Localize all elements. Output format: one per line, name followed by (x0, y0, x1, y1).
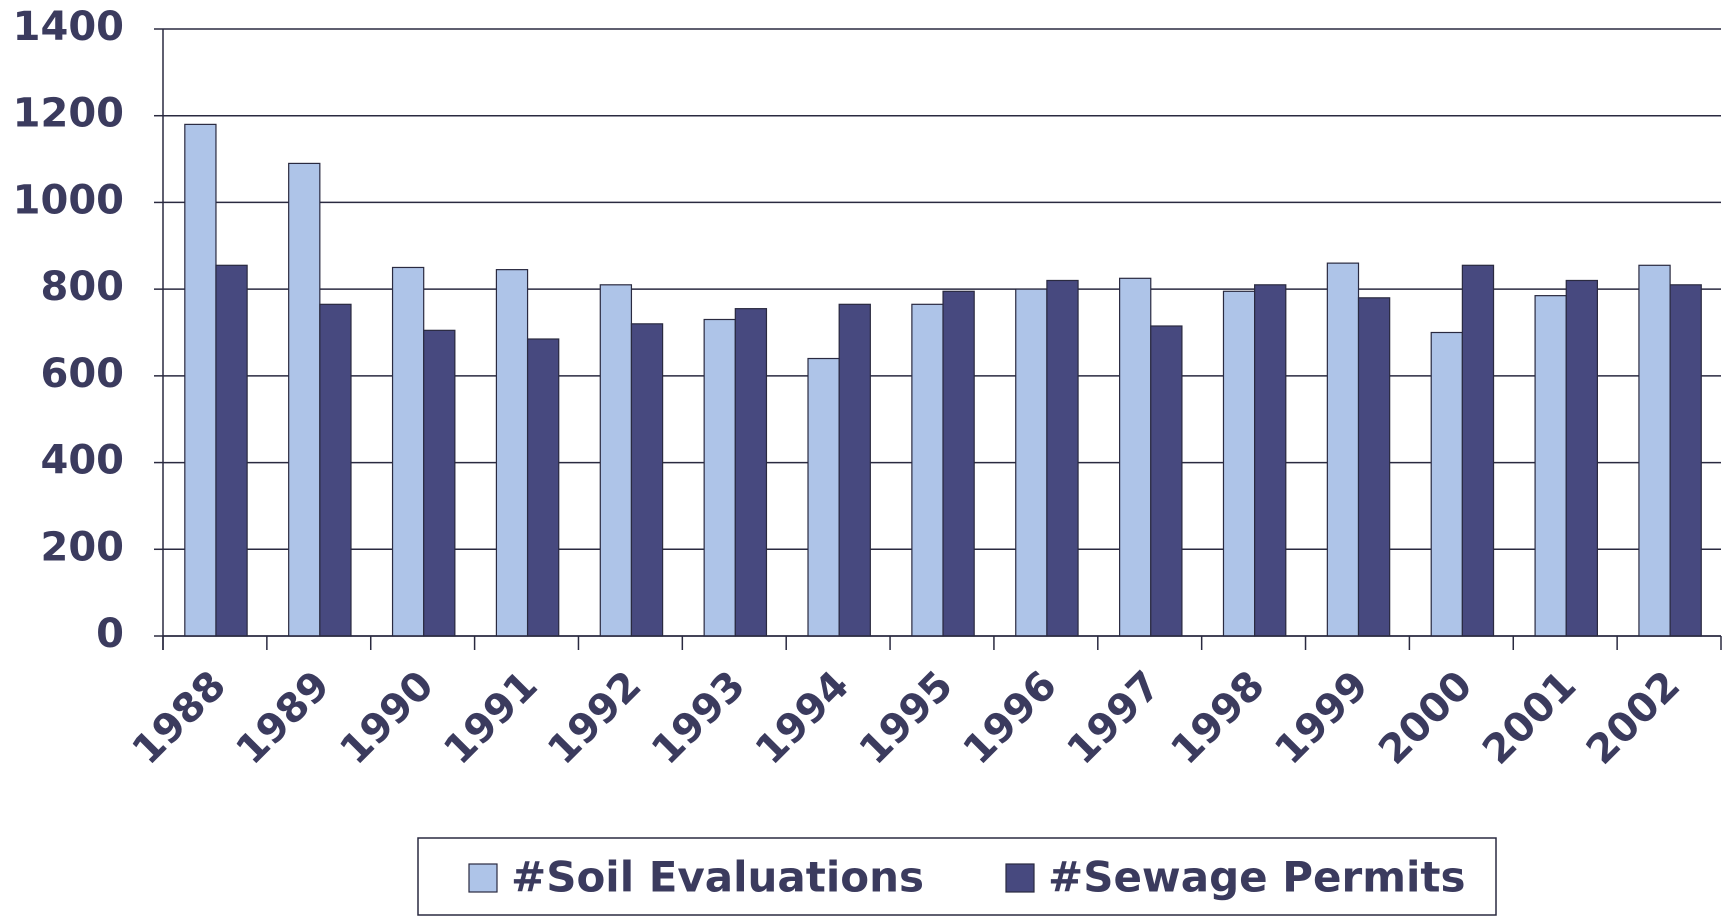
x-tick-label: 1991 (435, 662, 546, 773)
y-tick-label: 400 (41, 438, 125, 484)
bar (599, 284, 633, 637)
bar (1534, 295, 1567, 637)
bar (1565, 279, 1598, 637)
bar (1222, 290, 1256, 637)
bar (838, 303, 871, 637)
y-tick-label: 200 (41, 524, 125, 570)
bar (391, 266, 425, 637)
bar (807, 357, 840, 637)
y-tick-label: 800 (41, 264, 125, 310)
bar (630, 323, 664, 637)
y-tick-label: 600 (41, 351, 125, 397)
x-tick-label: 1990 (331, 662, 442, 773)
x-tick-label: 1992 (539, 662, 650, 773)
x-tick-label: 1993 (643, 662, 754, 773)
bar (1669, 284, 1702, 637)
x-tick-label: 2001 (1474, 662, 1585, 773)
bar (1326, 262, 1360, 637)
bar (526, 338, 560, 637)
bar (1119, 277, 1152, 637)
y-tick-label: 1000 (13, 177, 124, 223)
x-tick-label: 2002 (1578, 662, 1689, 773)
bar (1461, 264, 1495, 637)
x-tick-label: 1988 (124, 662, 235, 773)
x-tick-label: 2000 (1370, 662, 1481, 773)
bar (911, 303, 944, 637)
x-tick-label: 1999 (1266, 662, 1377, 773)
legend-swatch (1005, 863, 1035, 893)
bar (319, 303, 352, 637)
legend-label: #Soil Evaluations (511, 853, 924, 902)
x-tick-label: 1998 (1162, 662, 1273, 773)
bar (423, 329, 456, 637)
bar (495, 269, 529, 637)
bar (1357, 297, 1391, 637)
legend-label: #Sewage Permits (1048, 853, 1465, 902)
x-tick-label: 1994 (747, 662, 858, 773)
bar (1638, 264, 1671, 637)
bar (288, 162, 321, 637)
legend-box (417, 837, 1497, 916)
x-tick-label: 1995 (851, 662, 962, 773)
bar (703, 318, 736, 637)
bar (1046, 279, 1079, 637)
x-tick-label: 1997 (1059, 662, 1170, 773)
x-tick-label: 1996 (955, 662, 1066, 773)
y-tick-label: 1400 (13, 4, 124, 50)
bar (1150, 325, 1183, 637)
bar (1254, 284, 1287, 637)
bar (215, 264, 248, 637)
y-tick-label: 1200 (13, 91, 124, 137)
x-tick-label: 1989 (228, 662, 339, 773)
bar (942, 290, 975, 637)
bar (1430, 331, 1463, 637)
legend-swatch (468, 863, 498, 893)
bar (1015, 288, 1048, 637)
bar (184, 123, 217, 637)
y-tick-label: 0 (96, 611, 124, 657)
bar (734, 308, 768, 637)
